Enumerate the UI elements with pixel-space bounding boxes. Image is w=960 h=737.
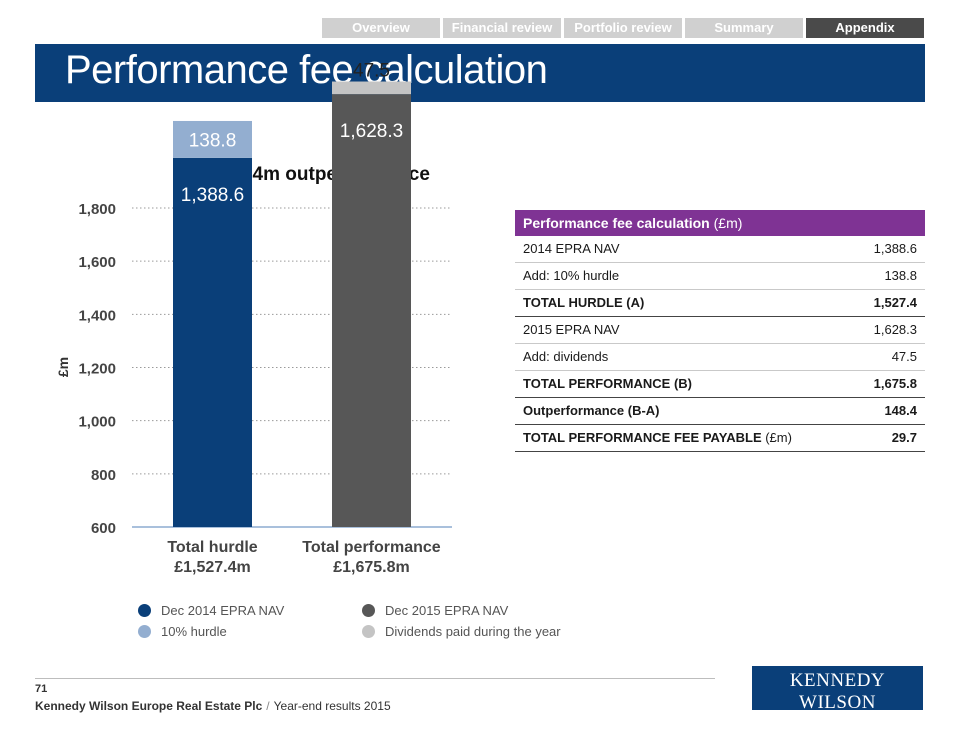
data-label: 47.5 (353, 61, 390, 82)
legend-label: Dividends paid during the year (385, 624, 561, 639)
tab-appendix[interactable]: Appendix (806, 18, 924, 38)
row-value: 1,675.8 (873, 376, 917, 391)
bar-segment (173, 157, 252, 527)
legend-item: 10% hurdle (138, 621, 284, 642)
x-category-value: £1,527.4m (174, 559, 251, 576)
row-label: TOTAL PERFORMANCE FEE PAYABLE (£m) (523, 425, 792, 451)
tab-financial-review[interactable]: Financial review (443, 18, 561, 38)
section-nav: Overview Financial review Portfolio revi… (322, 18, 924, 38)
legend-label: Dec 2015 EPRA NAV (385, 603, 509, 618)
legend-label: Dec 2014 EPRA NAV (161, 603, 285, 618)
legend-label: 10% hurdle (161, 624, 227, 639)
footer-separator: / (266, 699, 270, 713)
y-tick-label: 1,400 (78, 307, 116, 324)
x-category-value: £1,675.8m (333, 559, 410, 576)
table-row: Add: dividends 47.5 (515, 344, 925, 371)
row-value: 138.8 (884, 268, 917, 283)
legend-swatch (362, 604, 375, 617)
legend-item: Dividends paid during the year (362, 621, 561, 642)
logo-sub-text: EUROPE REAL ESTATE PLC (763, 717, 912, 737)
legend-item: Dec 2015 EPRA NAV (362, 600, 561, 621)
row-label-main: TOTAL PERFORMANCE FEE PAYABLE (523, 430, 762, 445)
footer-doc: Year-end results 2015 (273, 699, 391, 713)
row-label: 2014 EPRA NAV (523, 241, 620, 256)
row-value: 1,527.4 (873, 295, 917, 310)
data-label: 138.8 (189, 130, 237, 151)
row-label: 2015 EPRA NAV (523, 322, 620, 337)
row-label: TOTAL HURDLE (A) (523, 295, 645, 310)
y-tick-label: 1,800 (78, 201, 116, 218)
row-label: Outperformance (B-A) (523, 403, 660, 418)
table-row: TOTAL PERFORMANCE FEE PAYABLE (£m) 29.7 (515, 425, 925, 452)
row-value: 148.4 (884, 403, 917, 418)
y-tick-label: 1,600 (78, 254, 116, 271)
x-category-label: Total performance (302, 539, 441, 556)
table-row: 2014 EPRA NAV 1,388.6 (515, 236, 925, 263)
company-logo: KENNEDY WILSON EUROPE REAL ESTATE PLC (752, 666, 923, 737)
tab-summary[interactable]: Summary (685, 18, 803, 38)
legend-item: Dec 2014 EPRA NAV (138, 600, 284, 621)
data-label: 1,388.6 (181, 185, 244, 206)
y-axis-label: £m (55, 357, 71, 377)
row-label: TOTAL PERFORMANCE (B) (523, 376, 692, 391)
stacked-bar-chart: £148.4m outperformance £m 1,8001,6001,40… (55, 61, 452, 576)
row-label: Add: 10% hurdle (523, 268, 620, 283)
table-header: Performance fee calculation (£m) (515, 210, 925, 236)
row-label-unit: (£m) (761, 430, 792, 445)
data-label: 1,628.3 (340, 121, 403, 142)
legend-swatch (138, 625, 151, 638)
bar-segment (332, 81, 411, 95)
row-value: 47.5 (891, 349, 917, 364)
page-title: Performance fee calculation (65, 48, 548, 92)
footer-text: Kennedy Wilson Europe Real Estate Plc / Ye… (35, 699, 391, 713)
legend-swatch (138, 604, 151, 617)
y-tick-label: 1,000 (78, 414, 116, 431)
table-row: TOTAL PERFORMANCE (B) 1,675.8 (515, 371, 925, 398)
table-row: TOTAL HURDLE (A) 1,527.4 (515, 290, 925, 317)
page-number: 71 (35, 683, 48, 695)
legend-swatch (362, 625, 375, 638)
table-header-unit: (£m) (709, 215, 743, 231)
table-row: Outperformance (B-A) 148.4 (515, 398, 925, 425)
legend-right: Dec 2015 EPRA NAV Dividends paid during … (362, 600, 561, 642)
row-value: 1,388.6 (873, 241, 917, 256)
table-header-title: Performance fee calculation (523, 215, 710, 231)
y-tick-label: 800 (91, 467, 116, 484)
bar-segment (332, 94, 411, 527)
x-category-label: Total hurdle (167, 539, 257, 556)
footer-divider (35, 678, 715, 679)
row-label: Add: dividends (523, 349, 609, 364)
fee-calculation-table: Performance fee calculation (£m) 2014 EP… (515, 210, 925, 452)
title-bar: Performance fee calculation (35, 44, 925, 102)
legend-left: Dec 2014 EPRA NAV 10% hurdle (138, 600, 284, 642)
tab-portfolio-review[interactable]: Portfolio review (564, 18, 682, 38)
row-value: 29.7 (891, 430, 917, 445)
tab-overview[interactable]: Overview (322, 18, 440, 38)
y-tick-label: 600 (91, 520, 116, 537)
row-value: 1,628.3 (873, 322, 917, 337)
footer-company: Kennedy Wilson Europe Real Estate Plc (35, 699, 263, 713)
y-tick-label: 1,200 (78, 361, 116, 378)
bar-segment (173, 120, 252, 158)
table-row: Add: 10% hurdle 138.8 (515, 263, 925, 290)
table-row: 2015 EPRA NAV 1,628.3 (515, 317, 925, 344)
logo-main-text: KENNEDY WILSON (789, 670, 886, 713)
